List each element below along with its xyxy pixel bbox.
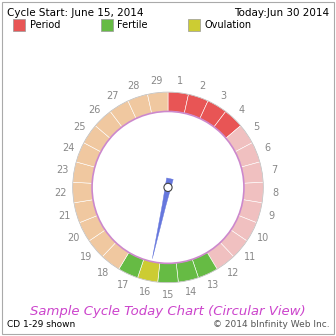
- Text: 25: 25: [73, 122, 85, 132]
- Wedge shape: [214, 112, 241, 138]
- Text: 6: 6: [264, 143, 271, 153]
- Wedge shape: [73, 182, 93, 203]
- Wedge shape: [158, 263, 178, 283]
- Text: 24: 24: [62, 143, 75, 153]
- Wedge shape: [79, 215, 105, 241]
- Wedge shape: [102, 243, 129, 269]
- Wedge shape: [176, 259, 199, 282]
- Text: Period: Period: [30, 20, 60, 30]
- Text: 16: 16: [139, 287, 151, 297]
- Wedge shape: [207, 243, 234, 269]
- Text: Today:Jun 30 2014: Today:Jun 30 2014: [234, 8, 329, 18]
- Text: 26: 26: [88, 104, 100, 115]
- Text: 11: 11: [244, 252, 256, 262]
- Text: 12: 12: [227, 268, 239, 278]
- Text: 1: 1: [176, 76, 183, 86]
- Text: 19: 19: [80, 252, 92, 262]
- Text: Sample Cycle Today Chart (Circular View): Sample Cycle Today Chart (Circular View): [30, 305, 306, 318]
- Text: 9: 9: [268, 211, 275, 221]
- Wedge shape: [148, 92, 168, 113]
- Text: 5: 5: [254, 122, 260, 132]
- Text: 18: 18: [97, 268, 109, 278]
- Wedge shape: [184, 94, 208, 119]
- Text: 15: 15: [162, 290, 174, 300]
- Wedge shape: [192, 252, 217, 278]
- Wedge shape: [235, 143, 260, 167]
- Text: 8: 8: [272, 188, 278, 198]
- Wedge shape: [137, 259, 160, 282]
- Wedge shape: [239, 200, 262, 223]
- Polygon shape: [152, 178, 173, 259]
- Text: 27: 27: [107, 90, 119, 100]
- Text: 21: 21: [58, 211, 71, 221]
- Text: 22: 22: [55, 188, 67, 198]
- Text: Cycle Start: June 15, 2014: Cycle Start: June 15, 2014: [7, 8, 143, 18]
- Wedge shape: [168, 92, 188, 113]
- Text: 2: 2: [199, 81, 205, 91]
- Wedge shape: [231, 215, 257, 241]
- Text: 28: 28: [128, 81, 140, 91]
- Wedge shape: [95, 112, 122, 138]
- Wedge shape: [84, 126, 110, 152]
- Wedge shape: [200, 101, 226, 127]
- Text: © 2014 bInfinity Web Inc.: © 2014 bInfinity Web Inc.: [213, 320, 329, 329]
- Wedge shape: [74, 200, 97, 223]
- Text: 13: 13: [207, 280, 219, 290]
- Wedge shape: [241, 162, 263, 183]
- Text: 7: 7: [271, 165, 277, 175]
- Text: Ovulation: Ovulation: [204, 20, 251, 30]
- Text: 20: 20: [67, 233, 79, 243]
- Wedge shape: [226, 126, 252, 152]
- Text: 23: 23: [56, 165, 68, 175]
- Wedge shape: [220, 230, 247, 257]
- Wedge shape: [76, 143, 101, 167]
- Wedge shape: [73, 162, 95, 183]
- Circle shape: [164, 183, 172, 192]
- Text: 10: 10: [257, 233, 269, 243]
- Text: 4: 4: [239, 104, 245, 115]
- Wedge shape: [110, 101, 136, 127]
- Text: CD 1-29 shown: CD 1-29 shown: [7, 320, 75, 329]
- Wedge shape: [243, 182, 263, 203]
- Wedge shape: [89, 230, 116, 257]
- Text: 14: 14: [185, 287, 197, 297]
- Wedge shape: [128, 94, 152, 119]
- Wedge shape: [119, 252, 144, 278]
- Text: 29: 29: [150, 76, 163, 86]
- Text: Fertile: Fertile: [117, 20, 148, 30]
- Text: 3: 3: [220, 90, 226, 100]
- Text: 17: 17: [117, 280, 129, 290]
